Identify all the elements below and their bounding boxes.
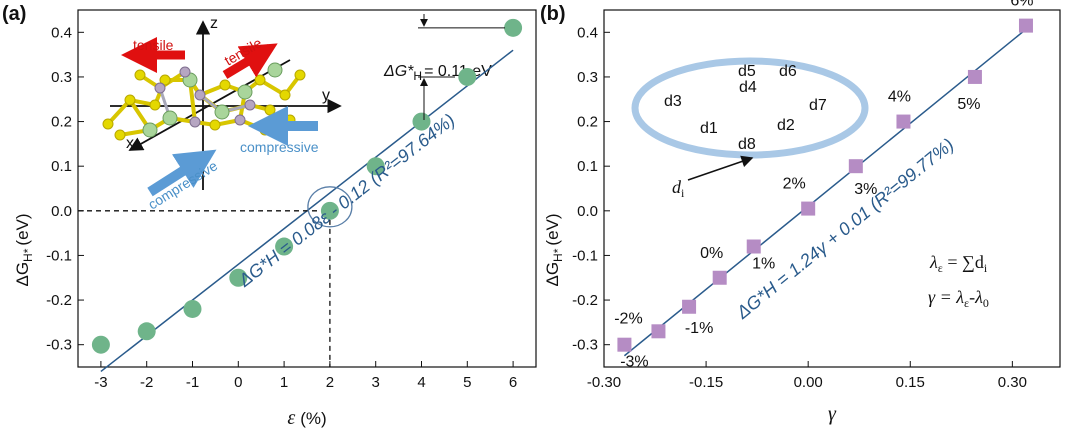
di-label: di <box>672 177 685 200</box>
panel-b-xlabel: γ <box>828 403 837 425</box>
data-point <box>682 299 697 314</box>
data-point <box>229 268 248 287</box>
point-label: 1% <box>752 256 775 273</box>
x-tick-label: 0 <box>234 374 242 391</box>
data-point <box>504 18 523 37</box>
point-label: 0% <box>700 245 723 262</box>
panel-b-label: (b) <box>540 3 566 25</box>
point-label: 2% <box>783 176 806 193</box>
panel-a: (a) -3 -2 -1 0 1 2 3 4 5 6 -0.3 -0.2 -0.1 0.0 0.1 0.2 0.… <box>2 3 537 429</box>
data-point <box>617 337 632 352</box>
panel-a-inset-structure: z y x <box>102 15 342 213</box>
x-tick-label: 0.15 <box>896 374 925 391</box>
ellipse-labels: d5 d4 d6 d3 d7 d1 d2 d8 <box>664 63 827 153</box>
y-tick-label: 0.2 <box>51 114 72 131</box>
fit-label: ΔG*H = 0.08ε - 0.12 (R²=97.64%) <box>234 110 459 291</box>
x-tick-label: 5 <box>463 374 471 391</box>
x-tick-label: 2 <box>326 374 334 391</box>
ellipse-label-d8: d8 <box>738 136 756 153</box>
y-tick-label: -0.2 <box>46 292 72 309</box>
panel-b-frame <box>603 9 1061 368</box>
inset-compressive-2: compressive <box>240 139 319 155</box>
y-tick-label: -0.1 <box>572 247 598 264</box>
y-tick-label: -0.3 <box>46 337 72 354</box>
x-tick-label: 6 <box>509 374 517 391</box>
x-tick-label: -0.15 <box>689 374 723 391</box>
panel-b: (b) -0.30 -0.15 0.00 0.15 0.30 -0.3 -0.2 -0.1 0.… <box>540 0 1061 425</box>
y-tick-label: 0.1 <box>51 158 72 175</box>
di-arrow <box>687 155 754 181</box>
y-tick-label: 0.1 <box>577 158 598 175</box>
ellipse-label-d6: d6 <box>779 63 797 80</box>
point-label: -3% <box>620 354 648 371</box>
svg-text:ΔGH*(eV): ΔGH*(eV) <box>13 213 35 286</box>
inset-axis-x: x <box>126 135 134 152</box>
y-tick-label: 0.0 <box>51 203 72 220</box>
ellipse-label-d5: d5 <box>738 63 756 80</box>
point-label: -1% <box>685 320 713 337</box>
data-point <box>412 112 431 131</box>
x-tick-label: -1 <box>186 374 199 391</box>
ellipse-label-d3: d3 <box>664 93 682 110</box>
d-ellipse <box>631 57 869 159</box>
data-point <box>651 324 666 339</box>
panel-a-label: (a) <box>2 3 26 25</box>
ellipse-label-d1: d1 <box>700 120 718 137</box>
data-point <box>366 157 385 176</box>
panel-a-frame <box>77 9 537 368</box>
point-label: 3% <box>854 181 877 198</box>
point-label: 6% <box>1010 0 1033 10</box>
inset-axis-z: z <box>210 15 218 32</box>
y-tick-label: 0.3 <box>577 69 598 86</box>
x-tick-label: 3 <box>372 374 380 391</box>
y-tick-label: 0.3 <box>51 69 72 86</box>
y-tick-label: -0.3 <box>572 337 598 354</box>
data-point <box>275 237 294 256</box>
data-point <box>458 67 477 86</box>
ellipse-label-d7: d7 <box>809 97 827 114</box>
point-label: 4% <box>888 89 911 106</box>
x-tick-label: 1 <box>280 374 288 391</box>
svg-text:ΔGH*(eV): ΔGH*(eV) <box>543 213 565 286</box>
y-tick-label: 0.4 <box>577 24 598 41</box>
data-point <box>320 201 339 220</box>
x-tick-label: -0.30 <box>587 374 621 391</box>
point-label: 5% <box>957 96 980 113</box>
y-tick-label: 0.0 <box>577 203 598 220</box>
point-label: -2% <box>614 310 642 327</box>
inset-tensile-1: tensile <box>133 37 174 53</box>
panel-a-ylabel: ΔGH*(eV) <box>13 213 35 286</box>
x-tick-label: -3 <box>94 374 107 391</box>
gamma-equation: γ = λε-λ0 <box>928 287 989 310</box>
data-point <box>801 201 816 216</box>
data-point <box>183 299 202 318</box>
ellipse-label-d4: d4 <box>739 79 757 96</box>
panel-b-ticks: -0.30 -0.15 0.00 0.15 0.30 -0.3 -0.2 -0.1 0.0 0.1… <box>572 24 1027 391</box>
y-tick-label: 0.2 <box>577 114 598 131</box>
x-tick-label: 4 <box>417 374 425 391</box>
x-tick-label: 0.30 <box>998 374 1027 391</box>
data-point <box>712 270 727 285</box>
x-tick-label: -2 <box>140 374 153 391</box>
y-tick-label: -0.1 <box>46 247 72 264</box>
data-point <box>896 114 911 129</box>
inset-axis-y: y <box>322 87 330 104</box>
panel-a-xlabel: ε (%) <box>287 407 326 429</box>
ellipse-label-d2: d2 <box>777 117 795 134</box>
data-point <box>746 239 761 254</box>
lambda-equation: λε = ∑di <box>929 252 988 275</box>
highlight-circle <box>307 186 353 228</box>
data-point <box>848 159 863 174</box>
data-point <box>137 322 156 341</box>
y-tick-label: 0.4 <box>51 24 72 41</box>
data-point <box>967 69 982 84</box>
y-tick-label: -0.2 <box>572 292 598 309</box>
panel-b-ylabel: ΔGH*(eV) <box>543 213 565 286</box>
fit-label: ΔG*H = 1.24γ + 0.01 (R²=99.77%) <box>732 134 958 323</box>
data-point <box>1018 18 1033 33</box>
data-point <box>91 335 110 354</box>
x-tick-label: 0.00 <box>794 374 823 391</box>
